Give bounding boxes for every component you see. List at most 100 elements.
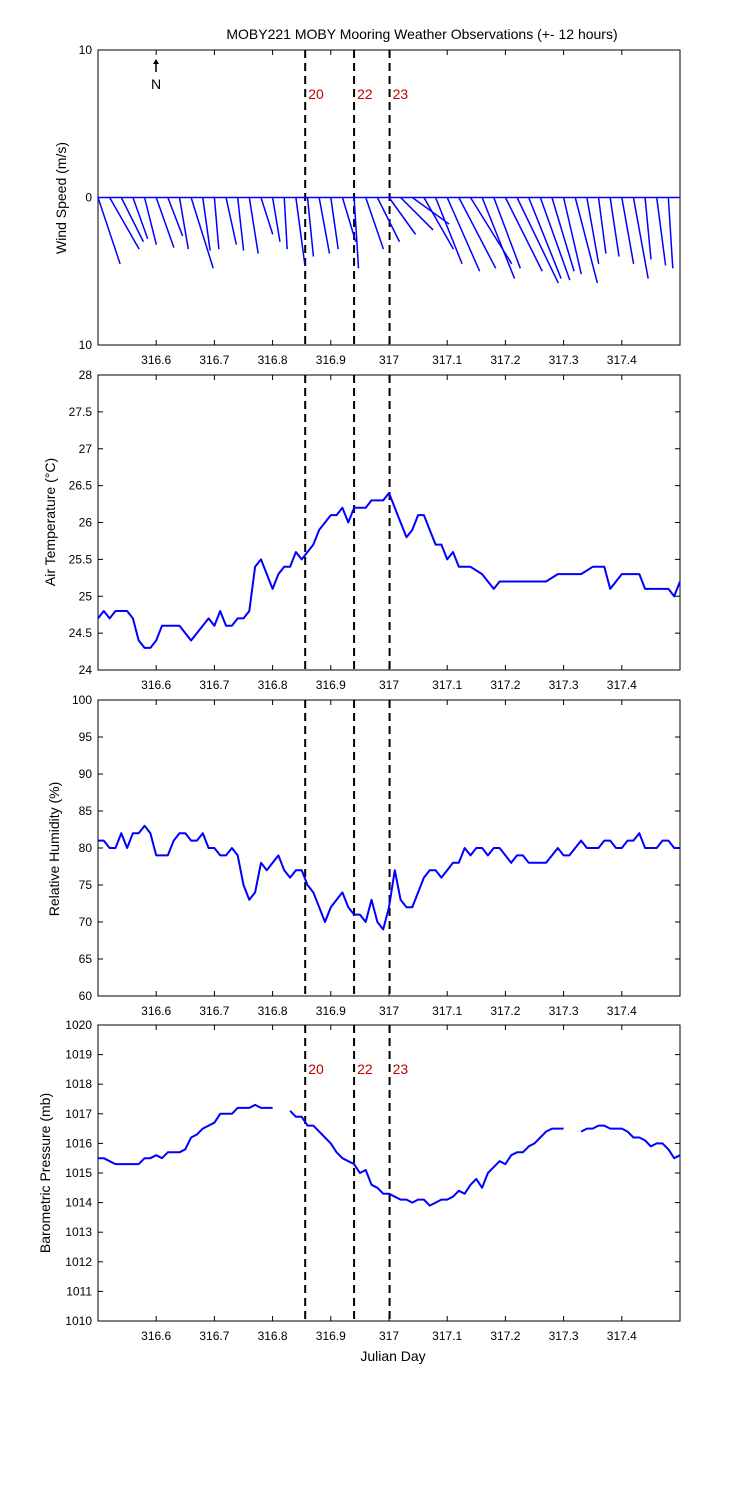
wind-stick bbox=[551, 197, 575, 272]
x-tick-label: 317.2 bbox=[490, 678, 520, 692]
air-temperature-panel: Air Temperature (°C) 316.6 316.7 316.8 316.… bbox=[42, 368, 681, 692]
wind-stick bbox=[644, 197, 652, 260]
x-tick-label: 316.8 bbox=[258, 678, 288, 692]
event-marker-label: 22 bbox=[357, 86, 373, 102]
event-marker-label: 23 bbox=[393, 1061, 409, 1077]
y-tick-label: 24 bbox=[79, 663, 93, 677]
wind-stick bbox=[120, 197, 145, 243]
wind-stick bbox=[655, 197, 667, 266]
x-tick-label: 317.3 bbox=[549, 1004, 579, 1018]
wind-stick bbox=[365, 197, 385, 250]
x-tick-label: 317.1 bbox=[432, 353, 462, 367]
wind-stick bbox=[504, 197, 543, 272]
x-tick-label: 316.9 bbox=[316, 1329, 346, 1343]
x-tick-label: 316.7 bbox=[199, 1329, 229, 1343]
y-tick-label: 95 bbox=[79, 730, 93, 744]
wind-stick bbox=[562, 197, 583, 275]
y-tick-label: 65 bbox=[79, 952, 93, 966]
wind-stick bbox=[97, 197, 121, 265]
y-tick-label: 60 bbox=[79, 989, 93, 1003]
x-tick-label: 316.8 bbox=[258, 1004, 288, 1018]
x-tick-label: 317.4 bbox=[607, 678, 637, 692]
x-tick-label: 317.3 bbox=[549, 678, 579, 692]
y-tick-label: 1019 bbox=[65, 1048, 92, 1062]
y-tick-label: 1011 bbox=[66, 1284, 92, 1298]
wind-stick bbox=[493, 197, 522, 269]
wind-stick bbox=[516, 197, 560, 284]
wind-stick bbox=[376, 197, 401, 243]
wind-stick bbox=[132, 197, 149, 240]
x-tick-label: 317.2 bbox=[490, 353, 520, 367]
relative-humidity-ylabel: Relative Humidity (%) bbox=[46, 782, 62, 917]
wind-stick bbox=[178, 197, 190, 250]
y-tick-label: 1017 bbox=[65, 1107, 92, 1121]
wind-stick bbox=[632, 197, 649, 279]
wind-stick bbox=[248, 197, 259, 254]
y-tick-label: 1012 bbox=[65, 1255, 92, 1269]
wind-stick bbox=[400, 196, 434, 231]
y-tick-label: 25 bbox=[79, 589, 93, 603]
y-tick-label: 80 bbox=[79, 841, 93, 855]
wind-stick bbox=[108, 197, 140, 250]
y-tick-label: 27.5 bbox=[69, 405, 93, 419]
wind-stick bbox=[621, 197, 635, 265]
wind-stick bbox=[353, 197, 360, 269]
event-marker-label: 20 bbox=[308, 1061, 324, 1077]
wind-stick bbox=[388, 197, 417, 235]
series-line bbox=[98, 824, 680, 931]
wind-stick bbox=[283, 197, 288, 250]
y-tick-label: 26.5 bbox=[69, 479, 93, 493]
wind-stick bbox=[667, 197, 674, 269]
x-tick-label: 317 bbox=[379, 353, 399, 367]
wind-stick bbox=[167, 197, 184, 237]
wind-stick bbox=[458, 197, 497, 269]
wind-speed-ylabel: Wind Speed (m/s) bbox=[53, 142, 69, 254]
event-marker-label: 23 bbox=[393, 86, 409, 102]
wind-stick bbox=[225, 197, 238, 245]
wind-stick bbox=[295, 197, 306, 264]
wind-stick bbox=[260, 197, 274, 235]
x-tick-label: 317.4 bbox=[607, 1329, 637, 1343]
wind-stick bbox=[597, 197, 607, 254]
y-tick-label: 70 bbox=[79, 915, 93, 929]
y-tick-label: 1013 bbox=[65, 1225, 92, 1239]
x-tick-label: 317 bbox=[379, 1329, 399, 1343]
y-tick-label: 0 bbox=[85, 191, 92, 205]
y-tick-label: 1010 bbox=[65, 1314, 92, 1328]
wind-stick bbox=[527, 197, 562, 279]
x-tick-label: 316.8 bbox=[258, 1329, 288, 1343]
x-tick-label: 317.2 bbox=[490, 1329, 520, 1343]
x-tick-label: 317 bbox=[379, 678, 399, 692]
y-tick-label: 1016 bbox=[65, 1136, 92, 1150]
north-arrow-head bbox=[153, 59, 159, 64]
wind-stick bbox=[143, 197, 158, 245]
x-tick-label: 316.9 bbox=[316, 678, 346, 692]
y-tick-label: 10 bbox=[79, 338, 93, 352]
series-line bbox=[289, 1110, 564, 1207]
air-temperature-ylabel: Air Temperature (°C) bbox=[42, 458, 58, 586]
wind-stick bbox=[586, 197, 600, 265]
y-tick-label: 85 bbox=[79, 804, 93, 818]
wind-stick bbox=[202, 197, 211, 251]
x-tick-label: 316.9 bbox=[316, 353, 346, 367]
x-tick-label: 316.7 bbox=[199, 678, 229, 692]
y-tick-label: 10 bbox=[79, 43, 93, 57]
wind-stick bbox=[423, 197, 455, 250]
y-tick-label: 90 bbox=[79, 767, 93, 781]
x-tick-label: 317.4 bbox=[607, 1004, 637, 1018]
wind-stick bbox=[306, 197, 315, 257]
y-tick-label: 1018 bbox=[65, 1077, 92, 1091]
wind-stick bbox=[236, 197, 245, 251]
x-tick-label: 316.7 bbox=[199, 353, 229, 367]
wind-stick bbox=[434, 197, 463, 265]
wind-speed-panel: Wind Speed (m/s) 316.6 316.7 316.8 316.9 317… bbox=[53, 43, 681, 367]
series-line bbox=[98, 1103, 273, 1166]
wind-stick bbox=[609, 197, 620, 257]
x-tick-label: 317 bbox=[379, 1004, 399, 1018]
x-tick-label: 317.4 bbox=[607, 353, 637, 367]
wind-stick bbox=[330, 197, 339, 250]
wind-stick bbox=[539, 197, 571, 281]
x-tick-label: 316.6 bbox=[141, 353, 171, 367]
y-tick-label: 75 bbox=[79, 878, 93, 892]
